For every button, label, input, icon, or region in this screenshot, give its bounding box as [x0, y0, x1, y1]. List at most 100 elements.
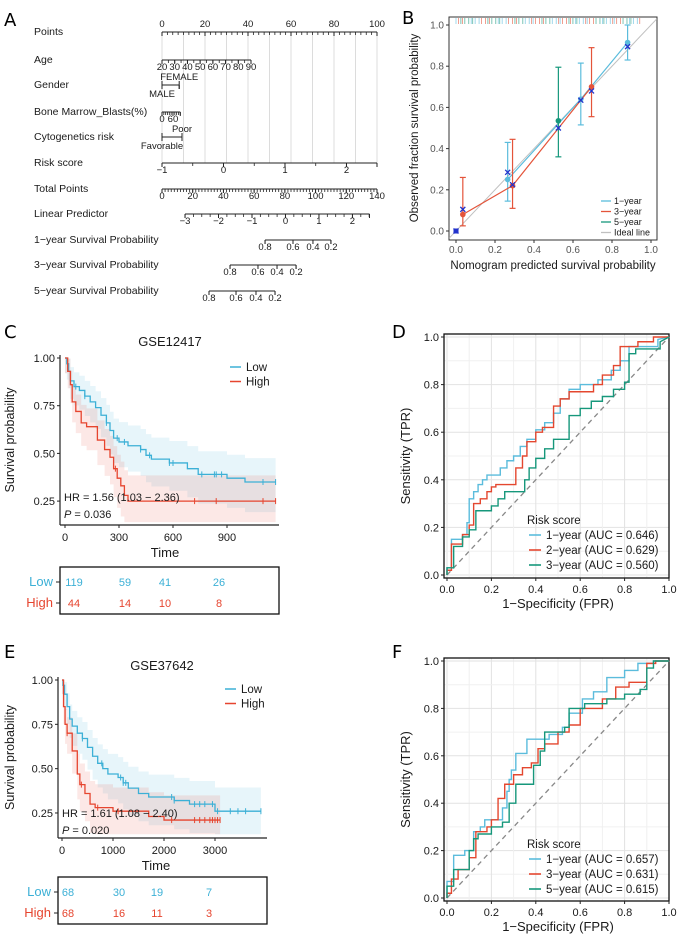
nomogram-tick-label: 2: [344, 165, 349, 176]
risk-table-group-label: Low: [29, 574, 53, 589]
y-tick-label: 0.4: [430, 144, 444, 155]
y-axis-title: Survival probability: [3, 387, 17, 493]
corrected-point: [577, 97, 584, 104]
risk-table-count: 119: [65, 577, 83, 589]
legend-label: 2−year (AUC = 0.629): [546, 545, 659, 557]
nomogram-tick-label: 60: [286, 19, 297, 30]
nomogram-tick-label: FEMALE: [160, 72, 198, 83]
nomogram-tick-label: 0.6: [286, 242, 299, 253]
nomogram-tick-label: 100: [308, 191, 324, 202]
risk-table-group-label: High: [26, 595, 53, 610]
plot-frame: [448, 16, 658, 241]
nomogram-tick-label: 0.2: [324, 242, 337, 253]
x-tick-label: 0.6: [573, 907, 588, 919]
calibration-point: [624, 39, 631, 46]
risk-table-count: 44: [68, 598, 80, 610]
y-tick-label: 1.0: [424, 332, 439, 344]
y-tick-label: 0.50: [32, 764, 53, 776]
corrected-point: [588, 87, 595, 94]
y-tick-label: 0.6: [424, 427, 439, 439]
x-tick-label: 600: [164, 532, 182, 544]
corrected-point: [624, 43, 631, 50]
legend-label: High: [246, 377, 270, 389]
y-tick-label: 0.2: [424, 522, 439, 534]
y-tick-label: 0.50: [34, 448, 55, 460]
confidence-band: [65, 358, 276, 513]
x-tick-label: 0.0: [439, 907, 454, 919]
risk-table-count: 11: [151, 908, 162, 920]
legend-title: Risk score: [527, 839, 581, 851]
nomogram-tick-label: −3: [180, 216, 191, 227]
x-tick-label: 0.6: [566, 245, 580, 256]
y-tick-label: 0.75: [32, 719, 53, 731]
y-tick-label: 0.8: [430, 62, 444, 73]
x-tick-label: 0.2: [484, 584, 499, 596]
y-tick-label: 1.0: [424, 656, 439, 668]
confidence-band: [65, 358, 276, 523]
corrected-point: [459, 206, 466, 213]
legend-label: 3−year (AUC = 0.560): [546, 560, 659, 572]
hazard-ratio-text: HR = 1.61 (1.08 − 2.40): [62, 808, 178, 820]
nomogram-tick-label: 0.2: [268, 293, 281, 304]
legend-label: 3−year: [614, 207, 642, 217]
plot-frame: [443, 657, 670, 902]
calibration-line: [462, 86, 592, 216]
x-tick-label: 0.0: [439, 584, 454, 596]
x-tick-label: 0.2: [484, 907, 499, 919]
legend-label: 5−year: [614, 217, 642, 227]
y-tick-label: 0.8: [424, 380, 439, 392]
x-tick-label: 1.0: [661, 907, 676, 919]
panel-label-a: A: [4, 10, 17, 31]
x-tick-label: 0.4: [527, 245, 541, 256]
nomogram-tick-label: −1: [157, 165, 168, 176]
x-tick-label: 0.6: [573, 584, 588, 596]
reference-diagonal: [446, 660, 670, 899]
legend-label: Ideal line: [614, 228, 650, 238]
nomogram-tick-label: 0.8: [258, 242, 271, 253]
x-tick-label: 0.2: [488, 245, 502, 256]
nomogram-tick-label: 0: [283, 216, 288, 227]
x-axis-title: Time: [142, 858, 170, 873]
y-axis-title: Survival probability: [3, 704, 17, 810]
nomogram-tick-label: 70: [220, 62, 231, 73]
risk-table-count: 30: [113, 887, 125, 899]
risk-table-count: 3: [206, 908, 212, 920]
x-tick-label: 900: [218, 532, 236, 544]
legend-label: 3−year (AUC = 0.631): [546, 869, 659, 881]
nomogram-tick-label: 80: [280, 191, 291, 202]
legend-label: 1−year (AUC = 0.646): [546, 530, 659, 542]
nomogram-tick-label: 80: [233, 62, 244, 73]
nomogram-tick-label: 0: [159, 114, 164, 125]
nomogram-row-label: Total Points: [34, 183, 88, 195]
risk-table-frame: [59, 566, 280, 615]
nomogram-tick-label: 120: [338, 191, 354, 202]
nomogram-tick-label: 50: [195, 62, 206, 73]
legend-label: High: [241, 699, 265, 711]
y-tick-label: 0.2: [430, 185, 444, 196]
nomogram-tick-label: 80: [329, 19, 340, 30]
risk-table-count: 68: [62, 908, 74, 920]
y-tick-label: 0.6: [424, 751, 439, 763]
nomogram-tick-label: 0.2: [289, 267, 302, 278]
risk-table-count: 7: [206, 887, 212, 899]
survival-curve-high: [62, 679, 221, 821]
nomogram-tick-label: 0.8: [202, 293, 215, 304]
nomogram-tick-label: 0: [159, 19, 164, 30]
risk-table-count: 68: [62, 887, 74, 899]
y-tick-label: 1.0: [430, 21, 444, 32]
nomogram-tick-label: 1: [316, 216, 321, 227]
x-axis-title: 1−Specificity (FPR): [502, 919, 614, 934]
y-tick-label: 0.8: [424, 703, 439, 715]
y-tick-label: 0.4: [424, 798, 439, 810]
calibration-point: [588, 84, 595, 90]
risk-table-count: 14: [119, 598, 131, 610]
corrected-point: [509, 181, 516, 188]
legend-title: Risk score: [527, 515, 581, 527]
calibration-point: [460, 211, 466, 218]
nomogram-tick-label: 60: [168, 114, 179, 125]
nomogram-row-label: 5−year Survival Probability: [34, 285, 159, 297]
panel-label-f: F: [392, 642, 402, 663]
nomogram-tick-label: 1: [282, 165, 287, 176]
nomogram-tick-label: 40: [218, 191, 229, 202]
